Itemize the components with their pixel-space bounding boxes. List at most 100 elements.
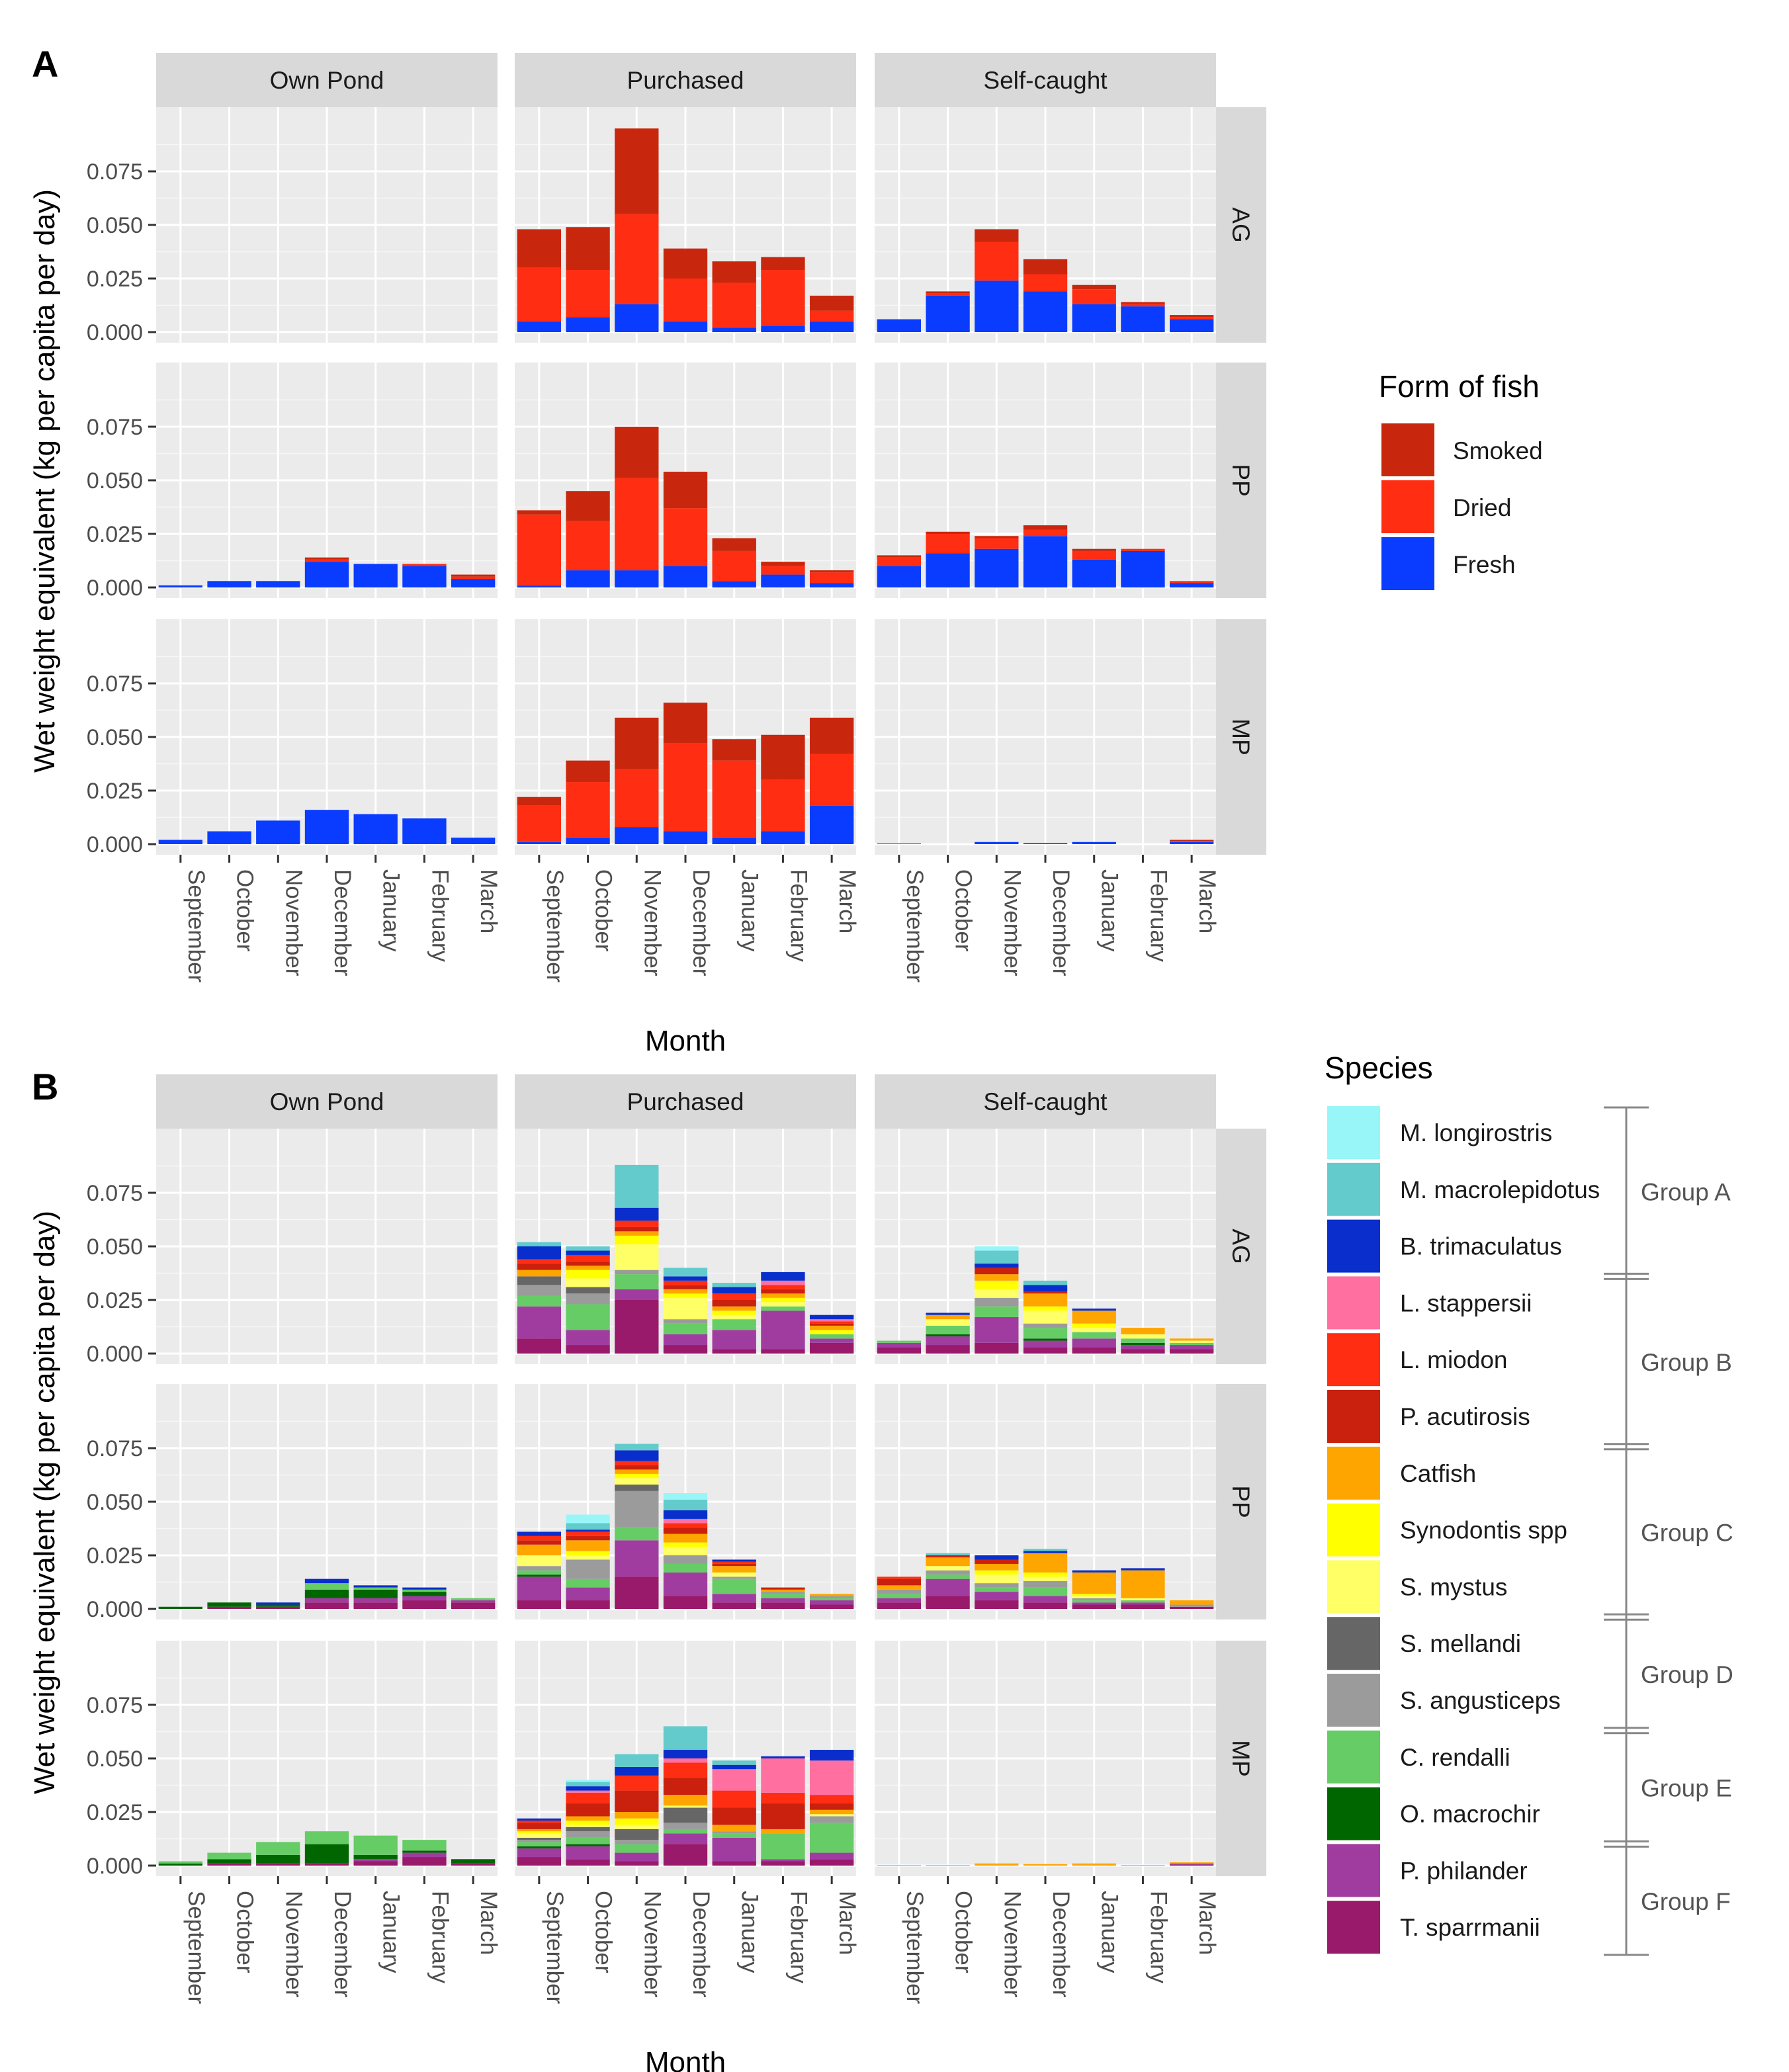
legend-swatch-p-acutirosis	[1327, 1390, 1380, 1443]
bar-segment-l-miodon	[809, 1321, 854, 1324]
bar-segment-fresh	[809, 805, 854, 844]
bar-segment-t-sparrmanii	[926, 1596, 970, 1609]
bar-segment-smoked	[663, 703, 708, 744]
bar-segment-s-angusticeps	[1169, 1604, 1214, 1607]
bar-segment-c-rendalli	[712, 1578, 756, 1594]
bar-segment-b-trimaculatus	[712, 1764, 756, 1770]
bar-segment-l-miodon	[663, 1280, 708, 1285]
bar-segment-c-rendalli	[158, 1861, 203, 1864]
bar-segment-s-mystus	[615, 1825, 659, 1829]
bar-segment-c-rendalli	[207, 1852, 251, 1860]
bar-segment-b-trimaculatus	[926, 1313, 970, 1315]
bar-segment-s-mystus	[712, 1315, 756, 1320]
legend-swatch-fresh	[1381, 537, 1434, 590]
y-tick-label: 0.075	[87, 671, 143, 697]
bar-segment-t-sparrmanii	[402, 1857, 447, 1866]
bar-segment-dried	[1023, 529, 1068, 537]
bar-segment-dried	[809, 310, 854, 322]
bar-segment-dried	[712, 550, 756, 582]
bar-segment-catfish	[761, 1589, 805, 1592]
bar-segment-c-rendalli	[663, 1563, 708, 1573]
legend-label-m-macrolepidotus: M. macrolepidotus	[1400, 1176, 1600, 1203]
bar-segment-s-angusticeps	[975, 1583, 1019, 1588]
bar-segment-t-sparrmanii	[566, 1600, 610, 1609]
bar-segment-t-sparrmanii	[1169, 1864, 1214, 1866]
bar-segment-dried	[615, 478, 659, 571]
bar-segment-c-rendalli	[877, 1340, 922, 1343]
bar-segment-l-miodon	[566, 1254, 610, 1262]
bar-segment-t-sparrmanii	[207, 1863, 251, 1866]
x-tick-label-september: September	[542, 1891, 568, 2005]
bar-segment-synodontis-spp	[975, 1280, 1019, 1289]
bar-segment-s-mystus	[809, 1814, 854, 1817]
bar-segment-m-longirostris	[566, 1780, 610, 1782]
bar-segment-m-longirostris	[566, 1514, 610, 1524]
bar-segment-synodontis-spp	[1023, 1306, 1068, 1311]
legend-label-o-macrochir: O. macrochir	[1400, 1801, 1540, 1828]
bar-segment-catfish	[1169, 1862, 1214, 1864]
bar-segment-o-macrochir	[926, 1334, 970, 1337]
bar-segment-synodontis-spp	[809, 1330, 854, 1334]
legend-swatch-smoked	[1381, 423, 1434, 476]
bar-segment-p-philander	[926, 1578, 970, 1596]
y-tick-label: 0.075	[87, 1181, 143, 1206]
bar-segment-fresh	[975, 842, 1019, 844]
x-tick-label-november: November	[281, 1891, 306, 1998]
bar-segment-synodontis-spp	[663, 1293, 708, 1298]
group-label-group-f: Group F	[1641, 1888, 1731, 1915]
bar-segment-m-macrolepidotus	[975, 1250, 1019, 1264]
bar-segment-p-philander	[926, 1336, 970, 1346]
bar-segment-l-stappersii	[761, 1758, 805, 1793]
bar-segment-p-acutirosis	[566, 1535, 610, 1541]
bar-segment-smoked	[809, 570, 854, 573]
facet-strip-row	[1216, 1384, 1266, 1619]
bar-segment-catfish	[761, 1293, 805, 1298]
bar-segment-p-acutirosis	[663, 1527, 708, 1534]
bar-segment-smoked	[1121, 302, 1165, 304]
bar-segment-c-rendalli	[256, 1842, 300, 1855]
x-tick-label-september: September	[183, 1891, 209, 2005]
bar-segment-s-angusticeps	[712, 1576, 756, 1579]
bar-segment-b-trimaculatus	[1023, 1551, 1068, 1553]
bar-segment-t-sparrmanii	[304, 1863, 349, 1866]
facet-col-label-own-pond: Own Pond	[270, 1088, 384, 1115]
bar-segment-fresh	[926, 295, 970, 332]
bar-segment-s-mystus	[926, 1319, 970, 1326]
facet-strip-col	[515, 1074, 856, 1129]
bar-segment-s-mystus	[1169, 1340, 1214, 1343]
legend-swatch-o-macrochir	[1327, 1787, 1380, 1840]
y-tick-label: 0.050	[87, 213, 143, 238]
bar-segment-s-angusticeps	[975, 1297, 1019, 1307]
bar-segment-smoked	[566, 227, 610, 271]
bar-segment-smoked	[809, 295, 854, 311]
bar-segment-fresh	[402, 818, 447, 844]
bar-segment-l-stappersii	[663, 1758, 708, 1763]
x-tick-label-january: January	[378, 869, 404, 952]
bar-segment-p-philander	[517, 1576, 562, 1601]
bar-segment-t-sparrmanii	[712, 1602, 756, 1609]
x-tick-label-october: October	[232, 1891, 258, 1973]
legend-label-catfish: Catfish	[1400, 1460, 1476, 1487]
bar-segment-c-rendalli	[877, 1594, 922, 1598]
legend-swatch-catfish	[1327, 1446, 1380, 1500]
bar-segment-b-trimaculatus	[566, 1250, 610, 1255]
bar-segment-c-rendalli	[615, 1844, 659, 1853]
bar-segment-l-miodon	[712, 1293, 756, 1300]
bar-segment-o-macrochir	[207, 1859, 251, 1864]
bar-segment-b-trimaculatus	[663, 1750, 708, 1758]
bar-segment-c-rendalli	[353, 1587, 398, 1590]
x-tick-label-september: September	[902, 869, 928, 983]
bar-segment-s-mellandi	[517, 1276, 562, 1285]
legend-swatch-c-rendalli	[1327, 1730, 1380, 1784]
bar-segment-p-philander	[304, 1598, 349, 1603]
legend-label-b-trimaculatus: B. trimaculatus	[1400, 1233, 1562, 1260]
x-tick-label-march: March	[476, 1891, 502, 1955]
legend-swatch-t-sparrmanii	[1327, 1901, 1380, 1954]
bar-segment-smoked	[517, 510, 562, 515]
bar-segment-fresh	[566, 838, 610, 844]
bar-segment-fresh	[663, 831, 708, 844]
bar-segment-smoked	[451, 574, 496, 577]
bar-segment-smoked	[761, 562, 805, 566]
bar-segment-s-angusticeps	[926, 1570, 970, 1575]
bar-segment-c-rendalli	[353, 1835, 398, 1855]
